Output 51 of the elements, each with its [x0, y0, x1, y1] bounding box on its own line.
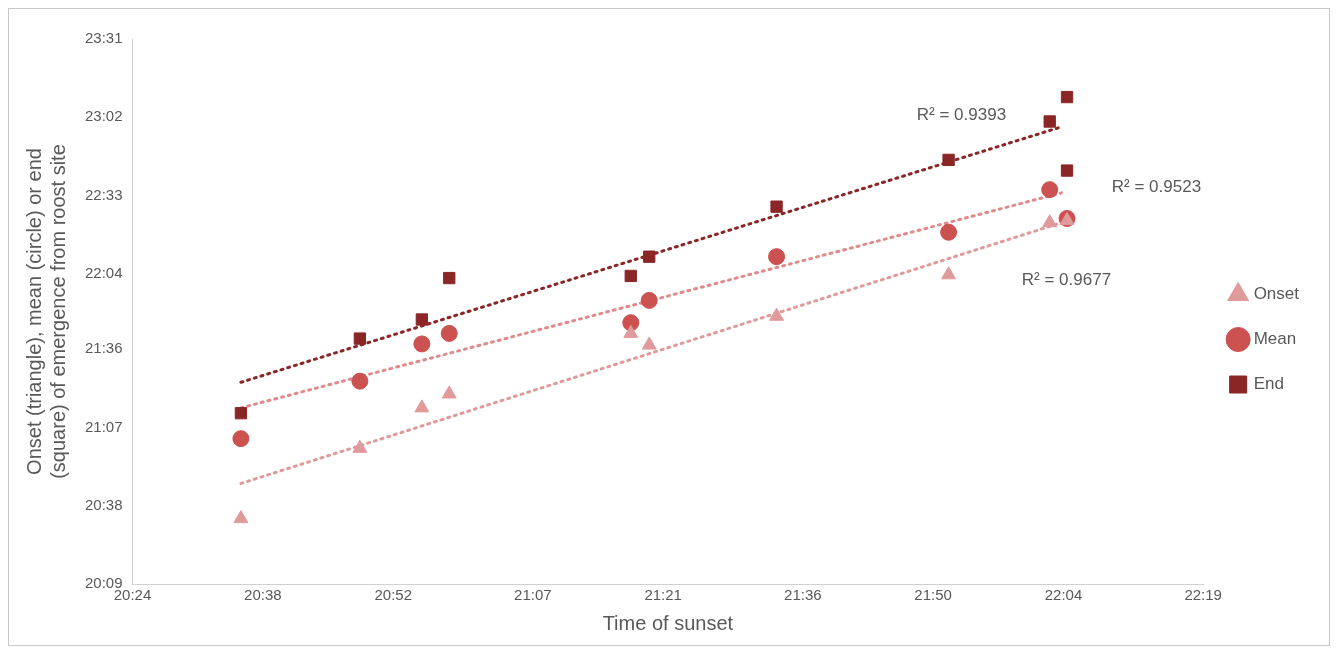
point: [641, 336, 657, 350]
legend-label: Mean: [1253, 329, 1297, 349]
x-tick-label: 21:36: [784, 586, 822, 604]
annotation: R² = 0.9523: [1111, 176, 1202, 196]
x-tick-label: 21:21: [644, 586, 682, 604]
point: [768, 248, 786, 266]
point: [1060, 164, 1074, 177]
point: [413, 335, 431, 353]
annotation: R² = 0.9393: [916, 104, 1007, 124]
point: [940, 223, 958, 241]
y-axis-title: Onset (triangle), mean (circle) or end (square) of emergence from roost site: [22, 144, 69, 479]
x-axis-title: Time of sunset: [602, 611, 734, 634]
point: [1042, 214, 1058, 228]
x-tick-label: 20:38: [244, 586, 282, 604]
legend-label: End: [1253, 374, 1284, 394]
point: [353, 332, 367, 345]
y-tick-label: 21:07: [84, 417, 123, 435]
x-tick-label: 20:52: [374, 586, 412, 604]
x-tick-label: 22:19: [1184, 586, 1222, 604]
point: [624, 269, 637, 283]
point: [233, 510, 249, 524]
point: [1043, 115, 1056, 128]
annotation: R² = 0.9677: [1021, 270, 1112, 290]
y-tick-label: 22:33: [84, 185, 123, 203]
point: [415, 313, 429, 326]
point: [623, 324, 639, 338]
point: [234, 407, 248, 420]
y-tick-label: 21:36: [84, 339, 123, 357]
point: [769, 307, 784, 321]
point: [770, 200, 783, 213]
point: [1041, 181, 1059, 199]
point: [443, 271, 456, 285]
x-tick-label: 22:04: [1044, 586, 1083, 604]
point: [440, 324, 458, 342]
point: [232, 430, 250, 448]
x-tick-label: 21:50: [914, 586, 952, 604]
point: [414, 399, 430, 413]
y-tick-label: 22:04: [84, 263, 123, 281]
point: [352, 439, 368, 453]
point: [942, 153, 955, 167]
legend-label: Onset: [1253, 284, 1300, 304]
point: [1060, 90, 1074, 104]
y-tick-label: 23:02: [84, 107, 123, 125]
x-tick-label: 21:07: [514, 586, 552, 604]
point: [643, 250, 656, 263]
point: [941, 266, 957, 280]
point: [351, 372, 369, 390]
point: [640, 291, 658, 309]
y-tick-label: 20:38: [84, 495, 123, 513]
point: [441, 385, 457, 399]
y-tick-label: 23:31: [84, 29, 123, 47]
